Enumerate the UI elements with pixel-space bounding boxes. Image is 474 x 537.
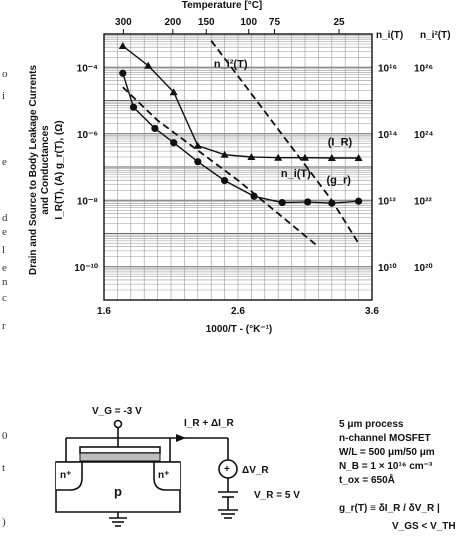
- marker-i-r: [169, 88, 178, 96]
- plot-grid: [103, 34, 373, 301]
- x-tick-label: 2.6: [231, 306, 245, 317]
- note-process: 5 μm process: [339, 419, 404, 430]
- p-substrate-label: p: [114, 484, 122, 499]
- y-axis-ticks: 10⁻⁴ 10⁻⁶ 10⁻⁸ 10⁻¹⁰: [74, 63, 98, 274]
- note-tox: t_ox = 650Å: [339, 475, 395, 486]
- marker-g-r: [355, 197, 363, 205]
- page-edge-glyph: c: [2, 292, 7, 304]
- top-tick-label: 200: [164, 17, 181, 28]
- top-tick-label: 150: [198, 17, 215, 28]
- page-edge-glyph: o: [2, 68, 8, 80]
- top-tick-label: 100: [240, 17, 257, 28]
- marker-g-r: [170, 139, 178, 147]
- y-axis-title-line3: I_R(T), (A) g_r(T), (Ω): [54, 120, 65, 219]
- y-tick-label: 10⁻⁴: [77, 63, 98, 74]
- ir-label: I_R + ΔI_R: [184, 418, 234, 429]
- page-edge-glyph: 0: [2, 430, 8, 442]
- curve-n-i-t-: [122, 86, 319, 248]
- y-tick-label: 10⁻⁸: [77, 196, 98, 207]
- page-edge-glyph: e: [2, 156, 7, 168]
- right-tick-ni2: 10²²: [414, 196, 432, 207]
- marker-g-r: [221, 177, 229, 185]
- note-nb: N_B = 1 × 10¹⁶ cm⁻³: [339, 461, 433, 472]
- marker-g-r: [119, 69, 127, 77]
- right-tick-ni2: 10²⁴: [414, 130, 433, 141]
- page-edge-glyph: d: [2, 212, 8, 224]
- top-axis-title: Temperature [°C]: [182, 0, 263, 11]
- marker-g-r: [278, 198, 286, 207]
- right-axis-ticks: 10¹⁶ 10²⁶ 10¹⁴ 10²⁴ 10¹² 10²² 10¹⁰ 10²⁰: [378, 63, 433, 274]
- delta-vr-label: ΔV_R: [242, 465, 269, 476]
- x-tick-label: 3.6: [365, 306, 379, 317]
- curve-i-r: [122, 45, 359, 159]
- gate-terminal: [113, 419, 123, 429]
- marker-g-r: [250, 192, 258, 200]
- curve-n-i-t-: [210, 40, 360, 244]
- marker-g-r: [194, 158, 202, 166]
- page-edge-glyph: r: [2, 320, 6, 332]
- y-tick-label: 10⁻¹⁰: [74, 263, 98, 274]
- n-plus-right: n⁺: [158, 470, 169, 481]
- page-edge-glyph: l: [2, 244, 6, 256]
- source-plus: +: [224, 464, 230, 475]
- circuit-labels: V_G = -3 V I_R + ΔI_R ΔV_R V_R = 5 V n⁺ …: [60, 406, 300, 501]
- page-edge-glyph: t: [2, 462, 6, 474]
- vg-label: V_G = -3 V: [92, 406, 142, 417]
- marker-i-r: [354, 154, 363, 162]
- page-edge-glyph: n: [2, 276, 8, 288]
- marker-g-r: [151, 124, 159, 133]
- top-tick-label: 300: [115, 17, 132, 28]
- note-gr-def: g_r(T) ≡ δI_R / δV_R |: [339, 503, 440, 514]
- page-edge-glyph: e: [2, 226, 7, 238]
- plot-frame: [103, 33, 373, 301]
- right-tick-ni: 10¹⁶: [378, 63, 397, 74]
- page-edge-glyph: i: [2, 90, 6, 102]
- curve-label: (I_R): [328, 136, 353, 148]
- marker-i-r: [144, 61, 153, 69]
- marker-g-r: [129, 103, 138, 111]
- top-axis-ticks: 300 200 150 100 75 25: [115, 17, 345, 34]
- marker-i-r: [193, 141, 202, 149]
- right-tick-ni2: 10²⁶: [414, 63, 433, 74]
- marker-g-r: [328, 199, 336, 207]
- page-edge-glyph: ): [2, 516, 6, 528]
- right-tick-ni: 10¹⁴: [378, 130, 397, 141]
- note-wl: W/L = 500 μm/50 μm: [339, 447, 435, 458]
- marker-i-r: [118, 41, 127, 49]
- y-axis-title-line2: and Conductances: [40, 125, 51, 215]
- right-tick-ni2: 10²⁰: [414, 263, 432, 274]
- y-axis-title-line1: Drain and Source to Body Leakage Current…: [28, 65, 39, 275]
- curve-label: (g_r): [326, 175, 351, 187]
- circuit-schematic: [55, 419, 238, 527]
- y-axis-title-group: Drain and Source to Body Leakage Current…: [28, 65, 65, 275]
- marker-i-r: [247, 153, 256, 161]
- page-edge-glyph: e: [2, 262, 7, 274]
- note-vgs-cond: V_GS < V_TH: [392, 521, 456, 532]
- x-tick-label: 1.6: [97, 306, 111, 317]
- marker-g-r: [304, 198, 312, 206]
- data-markers: [118, 41, 363, 207]
- vr-label: V_R = 5 V: [254, 490, 300, 501]
- x-axis-title: 1000/T - (°K⁻¹): [206, 324, 273, 335]
- curve-g-r: [122, 72, 359, 204]
- right-tick-ni: 10¹²: [378, 196, 396, 207]
- marker-i-r: [301, 153, 309, 161]
- x-axis-ticks: 1.6 2.6 3.6: [97, 306, 379, 317]
- right-axis-ni2-title: n_i²(T): [420, 30, 451, 41]
- y-tick-label: 10⁻⁶: [77, 130, 98, 141]
- marker-i-r: [327, 154, 336, 162]
- marker-i-r: [220, 150, 229, 158]
- marker-i-r: [274, 153, 283, 161]
- curve-labels: n_i²(T) (I_R) n_i(T) (g_r): [214, 58, 353, 186]
- right-axis-ni-title: n_i(T): [376, 30, 403, 41]
- curve-label: n_i(T): [281, 168, 311, 180]
- top-tick-label: 75: [269, 17, 281, 28]
- right-tick-ni: 10¹⁰: [378, 263, 396, 274]
- top-tick-label: 25: [333, 17, 345, 28]
- n-plus-left: n⁺: [60, 470, 71, 481]
- curve-label: n_i²(T): [214, 58, 248, 70]
- note-device: n-channel MOSFET: [339, 433, 431, 444]
